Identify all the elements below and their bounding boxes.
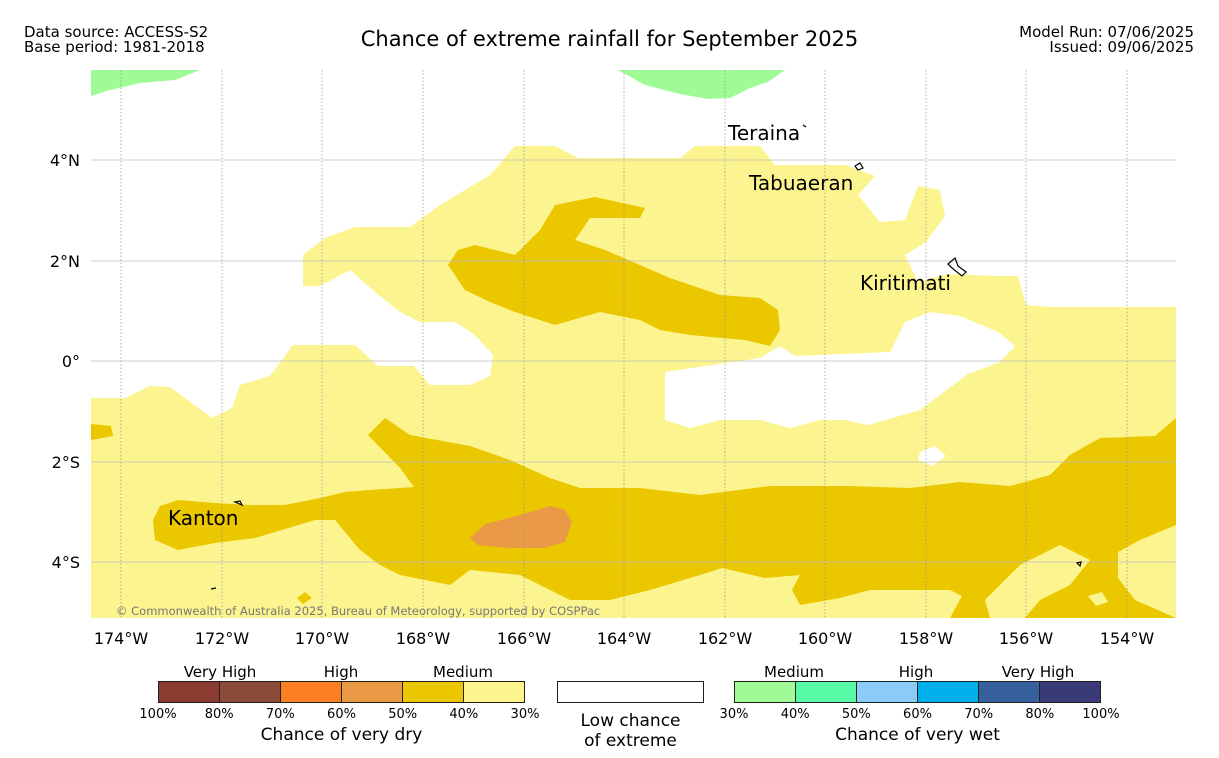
lon-label: 172°W (195, 629, 250, 648)
dry-colorbar (158, 681, 525, 703)
issued-text: Issued: 09/06/2025 (1049, 38, 1194, 56)
colorbar-tick-label: 40% (449, 707, 479, 722)
dry-high-header: High (323, 663, 359, 681)
low-chance-line1: Low chance (580, 711, 681, 731)
lon-label: 170°W (295, 629, 350, 648)
lon-label: 164°W (597, 629, 652, 648)
colorbar-swatch (281, 682, 342, 702)
graticule (120, 70, 1128, 618)
lon-label: 166°W (497, 629, 552, 648)
lat-label: 2°S (52, 453, 80, 472)
lon-label: 162°W (698, 629, 753, 648)
island-outlines (210, 124, 1082, 590)
place-label-teraina: Teraina (727, 121, 800, 145)
medium-wet-region (91, 70, 200, 96)
colorbar-swatch (403, 682, 464, 702)
dry-legend-label: Chance of very dry (260, 725, 423, 745)
high-dry-north-region (448, 197, 780, 346)
colorbar-tick-label: 100% (139, 707, 177, 722)
low-chance-line2: of extreme (584, 731, 677, 751)
lon-label: 168°W (396, 629, 451, 648)
map-field (91, 70, 1176, 618)
wet-very-high-header: Very High (1001, 663, 1075, 681)
colorbar-tick-label: 80% (1025, 707, 1055, 722)
colorbar-swatch (735, 682, 796, 702)
colorbar-swatch (464, 682, 524, 702)
lon-label: 154°W (1100, 629, 1155, 648)
copyright-text: © Commonwealth of Australia 2025, Bureau… (116, 604, 600, 618)
colorbar-swatch (342, 682, 403, 702)
colorbar-swatch (796, 682, 857, 702)
colorbar-swatch (918, 682, 979, 702)
colorbar-swatch (857, 682, 918, 702)
colorbar-tick-label: 70% (265, 707, 295, 722)
high-dry-south-region (91, 418, 1176, 618)
wet-high-header: High (898, 663, 934, 681)
lon-label: 158°W (899, 629, 954, 648)
colorbar-swatch (220, 682, 281, 702)
colorbar-tick-label: 50% (841, 707, 871, 722)
colorbar-tick-label: 80% (204, 707, 234, 722)
model-run-text: Model Run: 07/06/2025 (1019, 23, 1194, 41)
low-chance-swatch (557, 681, 704, 703)
lat-label: 4°S (52, 553, 80, 572)
wet-medium-header: Medium (764, 663, 824, 681)
colorbar-tick-label: 60% (903, 707, 932, 722)
colorbar-tick-label: 40% (780, 707, 810, 722)
colorbar-tick-label: 70% (964, 707, 994, 722)
lat-label: 2°N (50, 252, 80, 271)
low-chance-region (665, 312, 1015, 428)
high-dry-60-region (470, 506, 572, 548)
colorbar-tick-label: 100% (1082, 707, 1120, 722)
data-source-text: Data source: ACCESS-S2 (24, 23, 209, 41)
place-label-tabuaeran: Tabuaeran (748, 171, 853, 195)
low-chance-label: Low chance of extreme (557, 711, 704, 751)
place-label-kanton: Kanton (168, 506, 238, 530)
lat-label: 0° (62, 352, 80, 371)
colorbar-tick-label: 60% (327, 707, 356, 722)
place-label-kiritimati: Kiritimati (860, 271, 951, 295)
colorbar-swatch (979, 682, 1040, 702)
wet-colorbar (734, 681, 1101, 703)
wet-legend-label: Chance of very wet (835, 725, 1000, 745)
lon-label: 174°W (94, 629, 149, 648)
colorbar-tick-label: 30% (719, 707, 749, 722)
lon-label: 160°W (798, 629, 853, 648)
colorbar-swatch (1040, 682, 1100, 702)
colorbar-tick-label: 30% (510, 707, 540, 722)
dry-medium-header: Medium (433, 663, 493, 681)
lat-label: 4°N (50, 151, 80, 170)
lon-label: 156°W (999, 629, 1054, 648)
dry-very-high-header: Very High (183, 663, 257, 681)
map-title: Chance of extreme rainfall for September… (360, 27, 859, 51)
colorbar-tick-label: 50% (388, 707, 418, 722)
colorbar-swatch (159, 682, 220, 702)
base-period-text: Base period: 1981-2018 (24, 38, 205, 56)
